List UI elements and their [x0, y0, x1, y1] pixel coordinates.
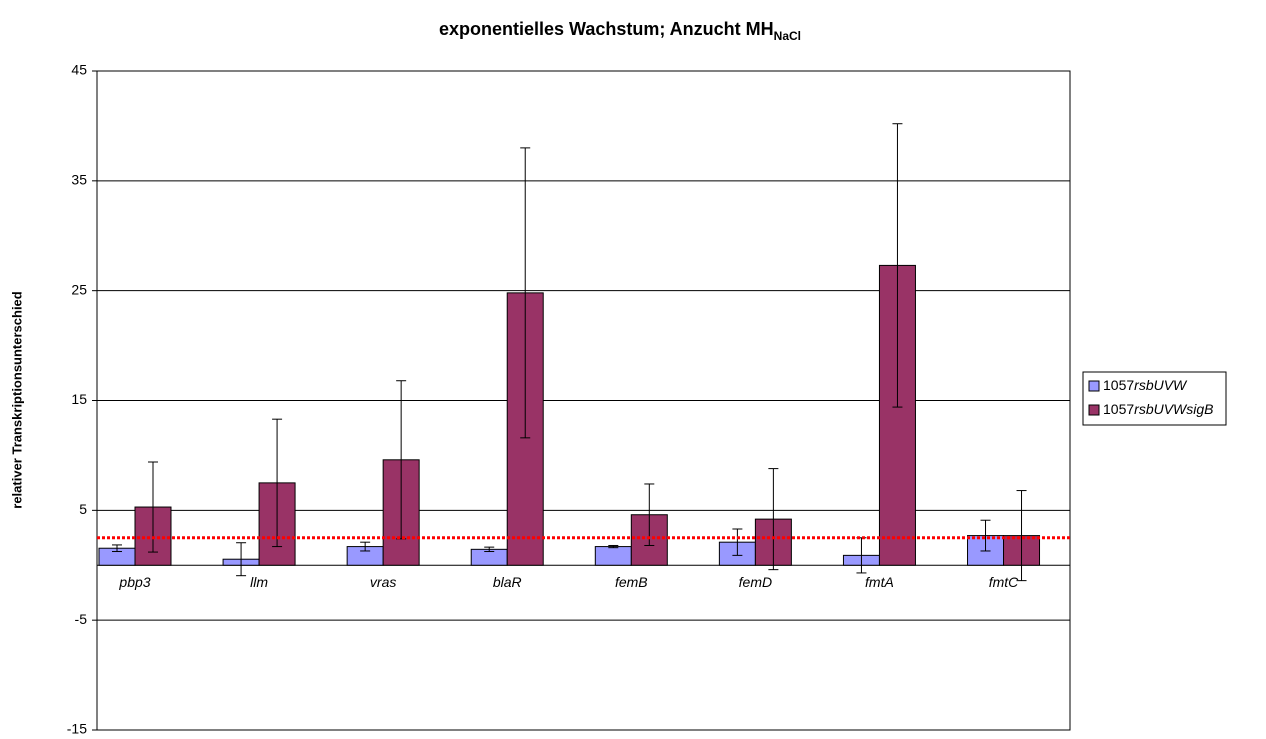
- y-tick-label: 35: [71, 172, 87, 188]
- legend-box: [1082, 371, 1227, 426]
- plot-frame: [96, 70, 1071, 731]
- legend-swatch: [1088, 404, 1100, 416]
- x-tick-label: fmtA: [865, 574, 894, 590]
- legend-label: 1057rsbUVW: [1103, 377, 1188, 393]
- y-axis-label: relativer Transkriptionsunterschied: [9, 291, 24, 509]
- x-tick-label: llm: [250, 574, 268, 590]
- x-tick-label: blaR: [493, 574, 522, 590]
- error-bar: [112, 544, 122, 553]
- error-bar: [1016, 490, 1027, 582]
- x-tick-label: vras: [370, 574, 396, 590]
- title-main: exponentielles Wachstum; Anzucht MH: [439, 19, 774, 39]
- error-bar: [980, 519, 991, 552]
- chart-title: exponentielles Wachstum; Anzucht MHNaCl: [439, 19, 801, 43]
- y-tick-label: 15: [71, 391, 87, 407]
- x-tick-label: femB: [615, 574, 648, 590]
- error-bar: [272, 418, 283, 548]
- bar: [594, 546, 632, 566]
- error-bar: [484, 546, 495, 553]
- error-bar: [732, 528, 743, 556]
- error-bar: [608, 544, 619, 549]
- x-tick-label: pbp3: [118, 574, 150, 590]
- y-tick-label: 45: [71, 62, 87, 78]
- error-bar: [236, 542, 247, 577]
- title-subscript: NaCl: [774, 29, 801, 43]
- error-bar: [892, 123, 903, 408]
- x-tick-label: fmtC: [989, 574, 1019, 590]
- y-tick-label: 25: [71, 281, 87, 297]
- error-bar: [360, 541, 371, 552]
- legend-swatch: [1088, 380, 1100, 392]
- y-tick-label: -5: [75, 611, 88, 627]
- y-tick-label: -15: [67, 721, 87, 737]
- y-tick-label: 5: [79, 501, 87, 517]
- legend-label: 1057rsbUVWsigB: [1103, 401, 1214, 417]
- error-bar: [768, 468, 779, 571]
- x-tick-label: femD: [739, 574, 772, 590]
- error-bar: [520, 147, 531, 439]
- error-bar: [644, 483, 655, 546]
